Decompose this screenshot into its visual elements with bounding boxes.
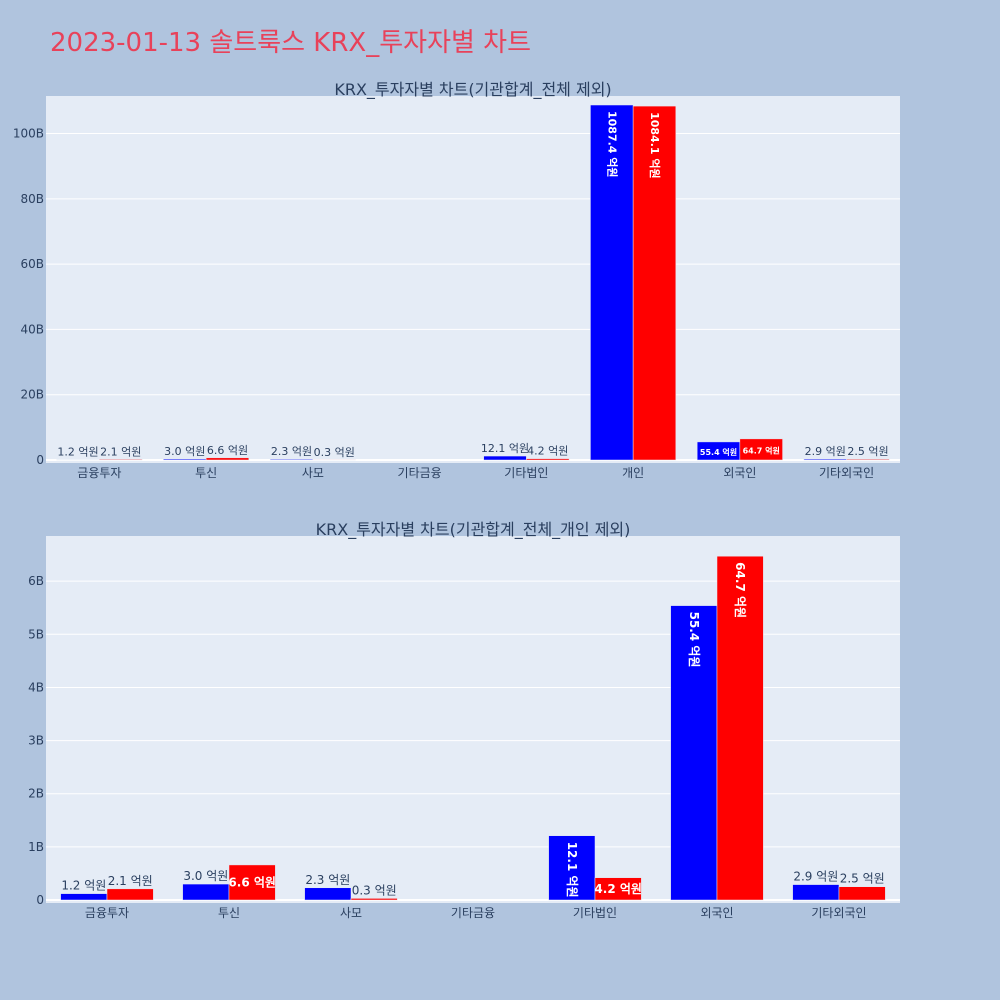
data-label: 2.1 억원 — [108, 874, 153, 888]
x-tick-label: 기타외국인 — [819, 466, 874, 480]
bar — [99, 459, 143, 461]
x-tick-label: 외국인 — [723, 466, 756, 480]
data-label: 2.5 억원 — [840, 872, 885, 886]
x-tick-label: 기타법인 — [504, 466, 548, 480]
data-label: 0.3 억원 — [352, 883, 397, 897]
data-label: 6.6 억원 — [207, 444, 248, 457]
y-tick-label: 5B — [28, 627, 44, 641]
x-tick-label: 사모 — [340, 906, 362, 920]
y-tick-label: 20B — [20, 388, 44, 402]
bar — [269, 458, 314, 461]
y-tick-label: 40B — [20, 322, 44, 336]
data-label: 3.0 억원 — [164, 445, 205, 458]
x-tick-label: 기타법인 — [573, 906, 617, 920]
bar — [548, 835, 596, 901]
chart-top: KRX_투자자별 차트(기관합계_전체 제외) 0 20B 40B 60B 80B 100B… — [13, 80, 900, 480]
data-label: 4.2 억원 — [527, 445, 568, 458]
data-label: 12.1 억원 — [565, 842, 579, 898]
chart-bottom: KRX_투자자별 차트(기관합계_전체_개인 제외) 0 1B 2B 3B 4B 5B 6B 금… — [28, 520, 900, 920]
data-label: 2.9 억원 — [805, 445, 846, 458]
bar — [228, 864, 276, 901]
data-label: 1.2 억원 — [57, 446, 98, 459]
data-label: 64.7 억원 — [733, 562, 747, 618]
bar — [526, 458, 570, 461]
bar — [304, 887, 352, 901]
data-label: 1087.4 억원 — [605, 111, 619, 178]
data-label: 2.5 억원 — [847, 445, 888, 458]
x-tick-label: 기타금융 — [451, 906, 495, 920]
bar — [670, 605, 718, 901]
plot-area — [46, 536, 900, 903]
bar — [106, 888, 154, 901]
bar — [838, 886, 886, 901]
bar — [803, 458, 847, 461]
y-tick-label: 1B — [28, 840, 44, 854]
data-label: 0.3 억원 — [314, 446, 355, 459]
y-tick-label: 100B — [13, 127, 44, 141]
chart-title: KRX_투자자별 차트(기관합계_전체_개인 제외) — [316, 520, 631, 540]
x-tick-label: 기타금융 — [398, 466, 442, 480]
data-label: 1.2 억원 — [61, 879, 106, 893]
data-label: 3.0 억원 — [183, 869, 228, 883]
y-tick-label: 0 — [36, 453, 44, 467]
page-title: 2023-01-13 솔트룩스 KRX_투자자별 차트 — [50, 28, 532, 58]
bar — [182, 883, 230, 901]
x-tick-label: 투신 — [195, 466, 217, 480]
x-tick-label: 기타외국인 — [811, 906, 866, 920]
y-tick-label: 6B — [28, 574, 44, 588]
y-tick-label: 60B — [20, 257, 44, 271]
y-tick-label: 3B — [28, 734, 44, 748]
data-label: 4.2 억원 — [594, 882, 642, 896]
data-label: 6.6 억원 — [228, 875, 276, 889]
y-tick-label: 2B — [28, 787, 44, 801]
y-tick-label: 4B — [28, 680, 44, 694]
data-label: 55.4 억원 — [700, 447, 737, 457]
bar — [739, 438, 783, 461]
x-tick-label: 금융투자 — [85, 906, 129, 920]
data-label: 2.3 억원 — [305, 873, 350, 887]
data-label: 2.1 억원 — [100, 445, 141, 458]
data-label: 64.7 억원 — [743, 445, 780, 455]
bar — [163, 458, 207, 461]
data-label: 12.1 억원 — [481, 442, 529, 455]
data-label: 2.9 억원 — [793, 870, 838, 884]
x-tick-label: 금융투자 — [77, 466, 121, 480]
data-label: 2.3 억원 — [271, 445, 312, 458]
chart-title: KRX_투자자별 차트(기관합계_전체 제외) — [334, 80, 611, 100]
data-label: 55.4 억원 — [687, 612, 701, 668]
x-tick-label: 외국인 — [700, 906, 733, 920]
bar — [350, 898, 398, 901]
bar — [483, 455, 527, 461]
bar — [60, 893, 108, 901]
bar — [846, 458, 890, 461]
x-tick-label: 사모 — [302, 466, 324, 480]
x-tick-label: 투신 — [218, 906, 240, 920]
bar — [594, 877, 642, 901]
bar — [716, 555, 764, 901]
bar — [205, 457, 250, 461]
y-tick-label: 0 — [36, 893, 44, 907]
x-tick-label: 개인 — [622, 466, 644, 480]
bar — [792, 884, 840, 901]
bar — [632, 105, 677, 461]
y-tick-label: 80B — [20, 192, 44, 206]
data-label: 1084.1 억원 — [648, 112, 662, 179]
plot-area — [46, 96, 900, 463]
